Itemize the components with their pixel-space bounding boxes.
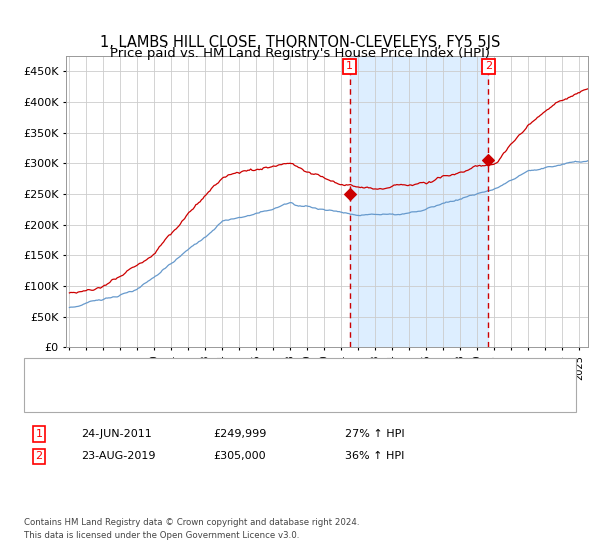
- Text: 1, LAMBS HILL CLOSE, THORNTON-CLEVELEYS, FY5 5JS: 1, LAMBS HILL CLOSE, THORNTON-CLEVELEYS,…: [100, 35, 500, 49]
- Text: 2: 2: [485, 62, 492, 72]
- Text: 2: 2: [35, 451, 43, 461]
- Text: 23-AUG-2019: 23-AUG-2019: [81, 451, 155, 461]
- Text: 24-JUN-2011: 24-JUN-2011: [81, 429, 152, 439]
- Bar: [350, 56, 488, 347]
- Text: Contains HM Land Registry data © Crown copyright and database right 2024.
This d: Contains HM Land Registry data © Crown c…: [24, 519, 359, 540]
- Text: Price paid vs. HM Land Registry's House Price Index (HPI): Price paid vs. HM Land Registry's House …: [110, 46, 490, 60]
- Text: 1, LAMBS HILL CLOSE, THORNTON-CLEVELEYS, FY5 5JS (detached house): 1, LAMBS HILL CLOSE, THORNTON-CLEVELEYS,…: [65, 368, 465, 379]
- Text: 36% ↑ HPI: 36% ↑ HPI: [345, 451, 404, 461]
- Point: [345, 189, 355, 198]
- Text: 27% ↑ HPI: 27% ↑ HPI: [345, 429, 404, 439]
- Text: 1: 1: [346, 62, 353, 72]
- Text: £249,999: £249,999: [213, 429, 266, 439]
- Text: 1: 1: [35, 429, 43, 439]
- Text: £305,000: £305,000: [213, 451, 266, 461]
- Text: HPI: Average price, detached house, Wyre: HPI: Average price, detached house, Wyre: [65, 393, 296, 403]
- Point: [484, 156, 493, 165]
